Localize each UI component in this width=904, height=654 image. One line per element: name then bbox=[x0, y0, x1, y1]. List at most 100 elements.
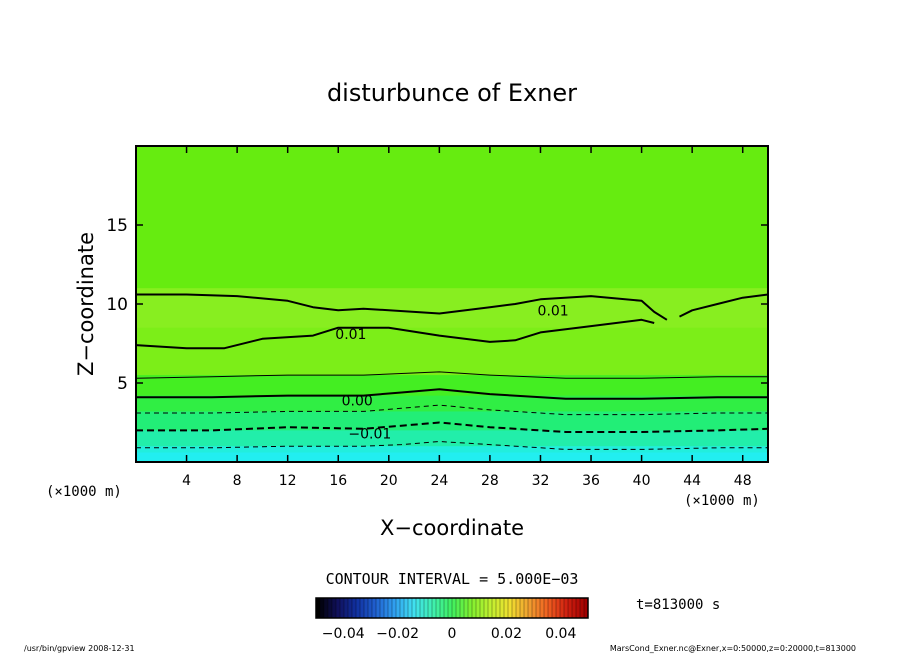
colorbar-swatch bbox=[532, 598, 537, 618]
x-tick-label: 4 bbox=[182, 473, 191, 489]
y-axis-label: Z−coordinate bbox=[74, 232, 98, 376]
x-axis-ticks: 4 8 12 16 20 24 28 32 36 40 44 48 bbox=[182, 146, 752, 489]
colorbar-swatch bbox=[476, 598, 481, 618]
contour-line bbox=[136, 441, 768, 450]
y-tick-label: 15 bbox=[106, 216, 128, 236]
fill-band bbox=[136, 430, 768, 447]
x-unit-label-left: (×1000 m) bbox=[46, 484, 122, 500]
colorbar-swatch bbox=[492, 598, 497, 618]
colorbar-swatch bbox=[436, 598, 441, 618]
time-label: t=813000 s bbox=[636, 597, 720, 613]
colorbar-swatch bbox=[568, 598, 573, 618]
colorbar-swatch bbox=[392, 598, 397, 618]
fill-band bbox=[136, 327, 768, 376]
colorbar-tick-labels: −0.04 −0.02 0 0.02 0.04 bbox=[322, 626, 577, 642]
colorbar-swatch bbox=[364, 598, 369, 618]
fill-band bbox=[136, 446, 768, 454]
colorbar-swatch bbox=[528, 598, 533, 618]
colorbar-swatch bbox=[580, 598, 585, 618]
colorbar-swatch bbox=[556, 598, 561, 618]
contour-interval-text: CONTOUR INTERVAL = 5.000E−03 bbox=[326, 570, 579, 588]
contour-line bbox=[136, 404, 768, 416]
colorbar-swatch bbox=[424, 598, 429, 618]
colorbar-swatch bbox=[452, 598, 457, 618]
colorbar-swatch bbox=[464, 598, 469, 618]
colorbar-swatch bbox=[416, 598, 421, 618]
colorbar-swatch bbox=[400, 598, 405, 618]
colorbar-swatch bbox=[560, 598, 565, 618]
colorbar bbox=[315, 597, 589, 619]
plot-fill-bands bbox=[136, 146, 768, 463]
x-tick-label: 40 bbox=[633, 473, 651, 489]
colorbar-swatch bbox=[508, 598, 513, 618]
colorbar-swatch bbox=[536, 598, 541, 618]
colorbar-tick-label: −0.02 bbox=[376, 626, 419, 642]
x-axis-label: X−coordinate bbox=[380, 516, 524, 540]
x-tick-label: 20 bbox=[380, 473, 398, 489]
x-tick-label: 28 bbox=[481, 473, 499, 489]
y-tick-label: 10 bbox=[106, 295, 128, 315]
y-axis-ticks: 5 10 15 bbox=[106, 216, 768, 394]
colorbar-swatch bbox=[500, 598, 505, 618]
colorbar-swatch bbox=[372, 598, 377, 618]
colorbar-swatch bbox=[512, 598, 517, 618]
colorbar-tick-label: 0.04 bbox=[545, 626, 576, 642]
colorbar-swatch bbox=[408, 598, 413, 618]
contour-label: −0.01 bbox=[348, 427, 391, 443]
colorbar-swatch bbox=[428, 598, 433, 618]
fill-band bbox=[136, 146, 768, 289]
colorbar-swatch bbox=[448, 598, 453, 618]
y-tick-label: 5 bbox=[117, 374, 128, 394]
colorbar-swatch bbox=[480, 598, 485, 618]
contour-labels: 0.01 0.01 0.00 −0.01 bbox=[335, 303, 568, 442]
fill-band bbox=[136, 288, 768, 329]
contour-line bbox=[136, 388, 768, 400]
colorbar-swatch bbox=[544, 598, 549, 618]
colorbar-swatch bbox=[440, 598, 445, 618]
contour-label: 0.01 bbox=[538, 303, 569, 319]
colorbar-swatch bbox=[340, 598, 345, 618]
x-tick-label: 24 bbox=[430, 473, 448, 489]
colorbar-swatch bbox=[376, 598, 381, 618]
colorbar-swatch bbox=[488, 598, 493, 618]
contour-line bbox=[136, 421, 769, 433]
colorbar-swatch bbox=[432, 598, 437, 618]
colorbar-swatch bbox=[460, 598, 465, 618]
contour-label: 0.00 bbox=[342, 393, 373, 409]
colorbar-swatch bbox=[496, 598, 501, 618]
contour-line bbox=[135, 318, 655, 350]
contour-line bbox=[135, 371, 768, 379]
contour-line bbox=[679, 293, 769, 318]
footer-left: /usr/bin/gpview 2008-12-31 bbox=[24, 644, 135, 653]
colorbar-swatch bbox=[356, 598, 361, 618]
x-tick-label: 32 bbox=[532, 473, 550, 489]
colorbar-swatch bbox=[396, 598, 401, 618]
colorbar-swatch bbox=[388, 598, 393, 618]
colorbar-swatch bbox=[456, 598, 461, 618]
colorbar-swatch bbox=[352, 598, 357, 618]
x-tick-label: 44 bbox=[683, 473, 701, 489]
colorbar-swatch bbox=[548, 598, 553, 618]
colorbar-tick-label: −0.04 bbox=[322, 626, 365, 642]
colorbar-swatch bbox=[552, 598, 557, 618]
x-tick-label: 16 bbox=[329, 473, 347, 489]
chart-title: disturbunce of Exner bbox=[327, 79, 577, 107]
colorbar-swatch bbox=[368, 598, 373, 618]
fill-band bbox=[136, 411, 768, 431]
colorbar-swatch bbox=[404, 598, 409, 618]
colorbar-swatch bbox=[320, 598, 325, 618]
colorbar-swatch bbox=[524, 598, 529, 618]
x-tick-label: 12 bbox=[279, 473, 297, 489]
colorbar-swatch bbox=[516, 598, 521, 618]
fill-band bbox=[136, 452, 768, 463]
colorbar-swatch bbox=[328, 598, 333, 618]
colorbar-swatch bbox=[472, 598, 477, 618]
x-tick-label: 36 bbox=[582, 473, 600, 489]
colorbar-swatch bbox=[564, 598, 569, 618]
colorbar-swatch bbox=[336, 598, 341, 618]
colorbar-swatch bbox=[572, 598, 577, 618]
colorbar-swatch bbox=[484, 598, 489, 618]
colorbar-swatch bbox=[540, 598, 545, 618]
x-unit-label-right: (×1000 m) bbox=[684, 493, 760, 509]
colorbar-swatch bbox=[380, 598, 385, 618]
